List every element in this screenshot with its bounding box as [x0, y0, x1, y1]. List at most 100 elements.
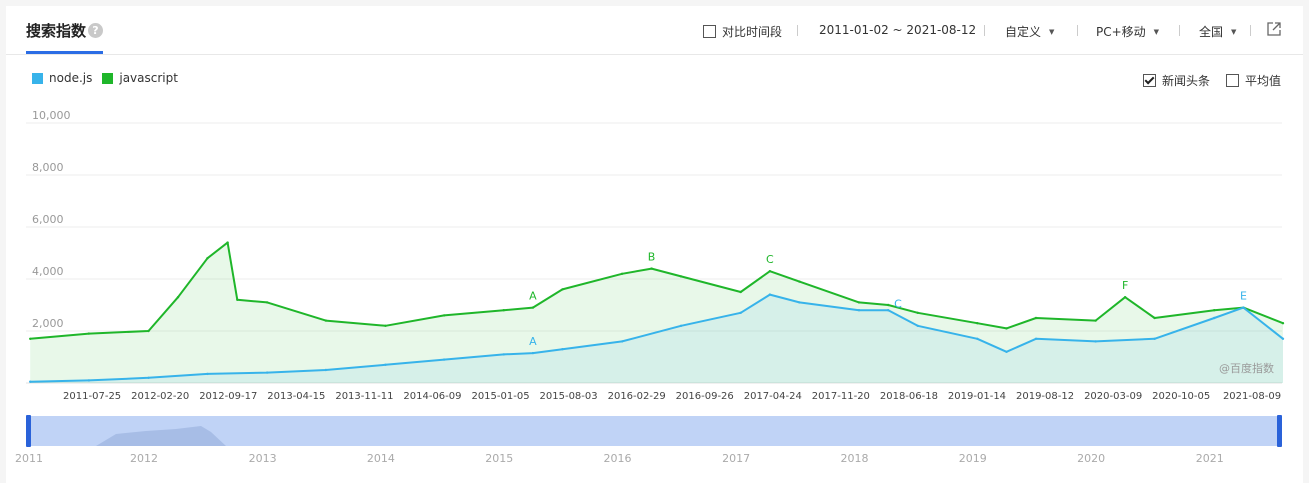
- data-point[interactable]: [206, 257, 209, 260]
- data-point[interactable]: [502, 309, 505, 312]
- data-point[interactable]: [87, 332, 91, 335]
- data-point[interactable]: [1213, 316, 1216, 320]
- data-point[interactable]: [857, 301, 861, 304]
- data-point[interactable]: [857, 309, 861, 312]
- data-point[interactable]: [236, 298, 239, 301]
- data-point[interactable]: [1281, 337, 1285, 340]
- year-label: 2011: [15, 452, 43, 465]
- data-point[interactable]: [561, 348, 564, 351]
- data-point[interactable]: [650, 267, 653, 270]
- data-point[interactable]: [679, 324, 683, 327]
- news-marker[interactable]: B: [648, 251, 656, 264]
- data-point[interactable]: [531, 351, 535, 355]
- data-point[interactable]: [384, 324, 387, 327]
- data-point[interactable]: [620, 340, 624, 343]
- news-marker[interactable]: C: [894, 297, 902, 310]
- line-chart: 10,000 8,000 6,000 4,000 2,000 A B C F A C E 2011-…: [15, 109, 1285, 465]
- news-checkbox[interactable]: [1142, 74, 1156, 87]
- slider-handle-right[interactable]: [1277, 415, 1282, 447]
- data-point[interactable]: [531, 306, 535, 309]
- data-point[interactable]: [739, 290, 742, 294]
- data-point[interactable]: [502, 353, 505, 356]
- data-point[interactable]: [206, 372, 209, 376]
- average-checkbox[interactable]: [1225, 74, 1239, 87]
- x-tick-label: 2011-07-25: [63, 391, 121, 402]
- news-marker[interactable]: E: [1240, 290, 1247, 303]
- legend-item-javascript[interactable]: javascript: [102, 71, 178, 85]
- x-tick-label: 2020-10-05: [1152, 391, 1210, 402]
- data-point[interactable]: [679, 275, 683, 278]
- data-point[interactable]: [768, 270, 772, 273]
- data-point[interactable]: [147, 376, 150, 379]
- legend-swatch: [102, 72, 114, 84]
- data-point[interactable]: [29, 337, 32, 340]
- data-point[interactable]: [798, 280, 801, 283]
- data-point[interactable]: [1034, 337, 1038, 340]
- compare-label: 对比时间段: [722, 25, 783, 39]
- year-label: 2019: [959, 452, 987, 465]
- data-point[interactable]: [768, 293, 772, 296]
- data-point[interactable]: [1094, 340, 1097, 343]
- chart-legend: node.js javascript: [32, 71, 178, 85]
- data-point[interactable]: [1034, 316, 1038, 320]
- data-point[interactable]: [226, 241, 229, 244]
- data-point[interactable]: [324, 319, 328, 322]
- x-tick-label: 2014-06-09: [403, 391, 461, 402]
- news-marker[interactable]: C: [766, 253, 774, 266]
- compare-period-toggle[interactable]: 对比时间段: [703, 23, 782, 40]
- news-marker[interactable]: A: [529, 335, 537, 348]
- data-point[interactable]: [1242, 306, 1245, 309]
- legend-swatch: [32, 72, 43, 84]
- data-point[interactable]: [147, 329, 150, 333]
- year-label: 2015: [485, 452, 513, 465]
- x-tick-label: 2016-09-26: [676, 391, 734, 402]
- data-point[interactable]: [620, 272, 624, 275]
- data-point[interactable]: [976, 337, 979, 340]
- slider-track[interactable]: [26, 416, 1282, 446]
- data-point[interactable]: [324, 368, 328, 372]
- region-dropdown[interactable]: 全国 ▼: [1199, 23, 1236, 40]
- date-range-picker[interactable]: 2011-01-02 ~ 2021-08-12: [819, 23, 977, 37]
- series-line-javascript[interactable]: [30, 241, 1284, 340]
- average-toggle[interactable]: 平均值: [1225, 72, 1281, 89]
- data-point[interactable]: [87, 379, 91, 382]
- data-point[interactable]: [561, 288, 564, 291]
- data-point[interactable]: [1005, 350, 1008, 353]
- data-point[interactable]: [1094, 319, 1097, 322]
- legend-item-nodejs[interactable]: node.js: [32, 71, 92, 85]
- range-slider[interactable]: [26, 415, 1282, 447]
- data-point[interactable]: [976, 322, 979, 325]
- year-label: 2021: [1196, 452, 1224, 465]
- data-point[interactable]: [1005, 327, 1008, 330]
- data-point[interactable]: [1213, 309, 1216, 312]
- device-dropdown[interactable]: PC+移动 ▼: [1096, 23, 1159, 40]
- data-point[interactable]: [886, 303, 890, 307]
- slider-handle-left[interactable]: [26, 415, 31, 447]
- news-annotations: A B C F A C E: [529, 251, 1247, 349]
- x-tick-label: 2013-11-11: [335, 391, 393, 402]
- data-point[interactable]: [176, 296, 180, 299]
- data-point[interactable]: [798, 301, 801, 304]
- data-point[interactable]: [886, 309, 890, 312]
- compare-checkbox[interactable]: [703, 25, 716, 38]
- data-point[interactable]: [442, 358, 446, 361]
- data-point[interactable]: [916, 324, 919, 327]
- external-link-icon[interactable]: [1267, 22, 1281, 36]
- data-point[interactable]: [265, 301, 269, 304]
- data-point[interactable]: [1153, 337, 1156, 340]
- data-point[interactable]: [29, 380, 32, 383]
- data-point[interactable]: [1123, 296, 1127, 299]
- data-point[interactable]: [442, 314, 446, 317]
- data-point[interactable]: [1153, 316, 1156, 320]
- question-icon[interactable]: ?: [88, 23, 103, 38]
- data-point[interactable]: [384, 363, 387, 366]
- x-axis-ticks: 2011-07-25 2012-02-20 2012-09-17 2013-04-15…: [63, 391, 1281, 402]
- news-marker[interactable]: F: [1122, 279, 1128, 292]
- custom-dropdown[interactable]: 自定义 ▼: [1005, 23, 1054, 40]
- data-point[interactable]: [916, 311, 919, 314]
- news-marker[interactable]: A: [529, 290, 537, 303]
- data-point[interactable]: [739, 311, 742, 314]
- data-point[interactable]: [265, 371, 269, 374]
- news-toggle[interactable]: 新闻头条: [1142, 72, 1210, 89]
- data-point[interactable]: [1281, 322, 1285, 325]
